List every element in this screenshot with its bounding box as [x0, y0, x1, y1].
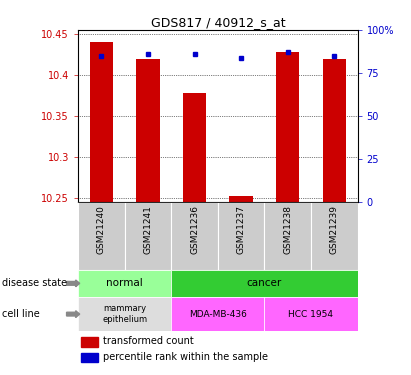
- Text: percentile rank within the sample: percentile rank within the sample: [103, 352, 268, 362]
- Bar: [78, 202, 125, 270]
- Text: GSM21241: GSM21241: [143, 205, 152, 254]
- Bar: [78, 270, 171, 297]
- Text: GSM21238: GSM21238: [283, 205, 292, 254]
- Text: normal: normal: [106, 278, 143, 288]
- Bar: [311, 202, 358, 270]
- Text: GSM21239: GSM21239: [330, 205, 339, 254]
- Bar: [90, 42, 113, 202]
- Bar: [171, 270, 358, 297]
- Bar: [323, 60, 346, 202]
- Bar: [81, 353, 98, 362]
- Text: HCC 1954: HCC 1954: [289, 310, 333, 319]
- Bar: [264, 297, 358, 331]
- Text: disease state: disease state: [2, 278, 67, 288]
- Bar: [81, 338, 98, 346]
- Text: cell line: cell line: [2, 309, 40, 319]
- Bar: [264, 202, 311, 270]
- Text: mammary
epithelium: mammary epithelium: [102, 304, 147, 324]
- Bar: [78, 297, 171, 331]
- Bar: [171, 297, 264, 331]
- Text: GSM21240: GSM21240: [97, 205, 106, 254]
- Title: GDS817 / 40912_s_at: GDS817 / 40912_s_at: [150, 16, 285, 29]
- Bar: [276, 52, 299, 202]
- Bar: [183, 93, 206, 202]
- Bar: [229, 196, 253, 202]
- Bar: [171, 202, 218, 270]
- Bar: [125, 202, 171, 270]
- Text: GSM21237: GSM21237: [237, 205, 246, 254]
- Text: cancer: cancer: [247, 278, 282, 288]
- Text: MDA-MB-436: MDA-MB-436: [189, 310, 247, 319]
- Bar: [218, 202, 264, 270]
- Text: transformed count: transformed count: [103, 336, 194, 346]
- Text: GSM21236: GSM21236: [190, 205, 199, 254]
- Bar: [136, 60, 159, 202]
